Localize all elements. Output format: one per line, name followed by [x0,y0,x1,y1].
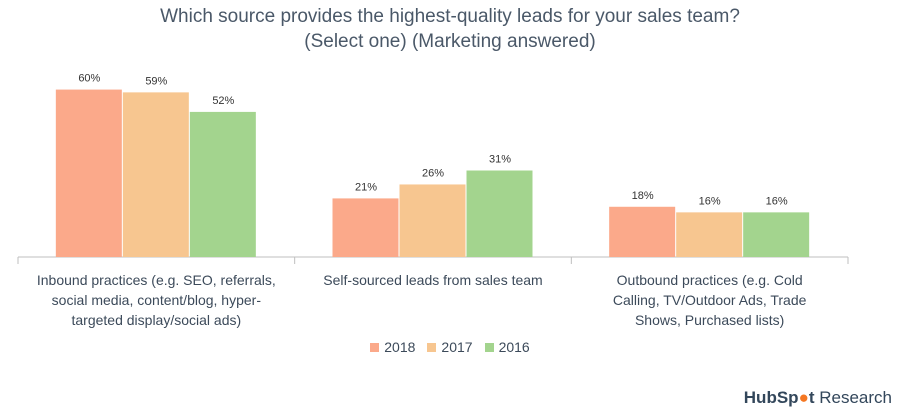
legend-swatch-2018 [370,342,380,352]
bar-2018 [55,89,122,257]
category-label: Calling, TV/Outdoor Ads, Trade [613,292,807,308]
legend-item-2016: 2016 [484,339,530,355]
data-label: 60% [78,73,100,85]
bar-2017 [676,212,743,257]
bar-2018 [609,206,676,257]
data-label: 31% [489,154,511,166]
category-label: Outbound practices (e.g. Cold [617,272,803,288]
bar-2017 [399,184,466,257]
legend-item-2018: 2018 [370,339,415,355]
chart-title: Which source provides the highest-qualit… [160,6,740,27]
category-label: Inbound practices (e.g. SEO, referrals, [37,272,276,288]
legend-item-2017: 2017 [427,339,473,355]
category-label: Self-sourced leads from sales team [323,272,542,288]
brand-name: HubSp●t [743,388,815,407]
data-label: 52% [212,95,234,107]
legend-label-2016: 2016 [498,339,530,355]
legend-label-2017: 2017 [441,339,473,355]
bar-2016 [743,212,810,257]
data-label: 21% [355,181,377,193]
legend-swatch-2017 [427,342,437,352]
legend: 2018 2017 2016 [0,339,900,355]
bar-2016 [189,111,256,257]
category-label: targeted display/social ads) [72,312,242,328]
data-label: 16% [766,195,788,207]
legend-swatch-2016 [484,342,494,352]
data-label: 26% [422,167,444,179]
bar-2017 [122,92,189,257]
category-label: social media, content/blog, hyper- [52,292,262,308]
bar-2016 [466,170,533,257]
hubspot-research-logo: HubSp●t Research [744,388,892,408]
bar-2018 [332,198,399,257]
data-label: 16% [699,195,721,207]
data-label: 59% [145,75,167,87]
data-label: 18% [632,190,654,202]
brand-suffix: Research [814,388,892,407]
legend-label-2018: 2018 [384,339,416,355]
category-label: Shows, Purchased lists) [635,312,784,328]
chart-subtitle: (Select one) (Marketing answered) [304,31,596,52]
sprocket-icon: ● [798,388,809,407]
